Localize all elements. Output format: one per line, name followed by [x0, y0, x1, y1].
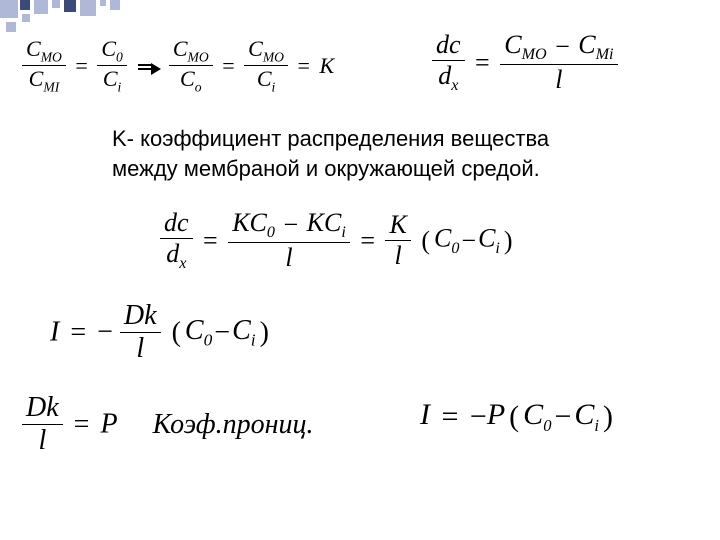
- equation-5: Dk l = P Коэф.прониц.: [22, 392, 313, 457]
- equation-3: dc dx = KC0 − KCi l = K l (C0−Ci): [160, 208, 517, 273]
- description-line-1: K- коэффициент распределения вещества: [112, 124, 549, 154]
- equation-1-right: dc dx = CMO − CMi l: [432, 30, 618, 95]
- deco-square: [0, 0, 18, 18]
- deco-square: [34, 0, 48, 14]
- deco-square: [100, 0, 106, 6]
- deco-square: [6, 22, 16, 32]
- description-line-2: между мембраной и окружающей средой.: [112, 154, 549, 184]
- equation-6: I = −P(C0−Ci): [420, 398, 617, 436]
- deco-square: [52, 0, 60, 8]
- equation-4: I = − Dk l (C0−Ci): [50, 300, 273, 365]
- coefficient-label: Коэф.прониц.: [125, 409, 314, 440]
- corner-decoration: [0, 0, 200, 30]
- deco-square: [20, 0, 30, 10]
- description-text: K- коэффициент распределения вещества ме…: [112, 124, 549, 183]
- deco-square: [80, 0, 96, 16]
- deco-square: [22, 14, 30, 22]
- equation-1-left: CMO CMI = C0 Ci CMO Co = CMO Ci = K: [22, 36, 334, 96]
- deco-square: [64, 0, 76, 12]
- deco-square: [110, 0, 120, 10]
